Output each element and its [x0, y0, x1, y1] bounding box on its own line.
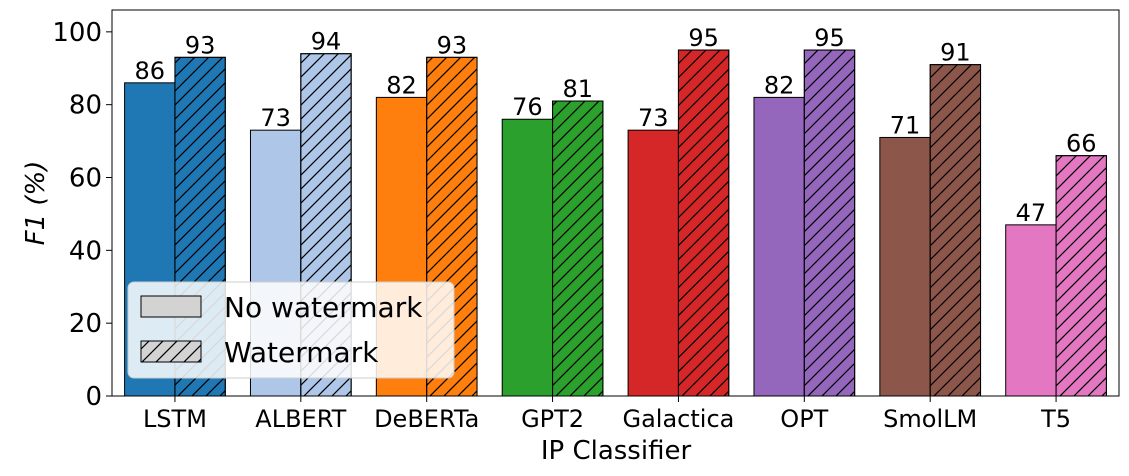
legend: No watermark Watermark: [127, 281, 455, 379]
bar-hatch-t5-watermark: [1055, 155, 1107, 397]
bar-hatch-opt-watermark: [803, 49, 856, 397]
legend-swatch-watermark-hatch: [140, 340, 202, 363]
x-tick-label-gpt2: GPT2: [521, 405, 584, 433]
data-label-deberta-no-watermark: 82: [386, 71, 417, 99]
bar-hatch-galactica-watermark: [677, 49, 730, 397]
x-tick-label-deberta: DeBERTa: [374, 405, 479, 433]
data-label-lstm-no-watermark: 86: [134, 57, 165, 85]
data-label-smollm-watermark: 91: [940, 39, 971, 67]
x-axis-title: IP Classifier: [541, 436, 692, 466]
y-tick-label-40: 40: [69, 236, 102, 266]
y-tick-label-0: 0: [85, 382, 102, 412]
data-label-galactica-watermark: 95: [688, 24, 719, 52]
x-tick-label-lstm: LSTM: [143, 405, 207, 433]
data-label-deberta-watermark: 93: [437, 31, 468, 59]
axes-layer: LSTM ALBERT DeBERTa GPT2 Galactica OPT SmolLM T…: [52, 9, 1120, 433]
data-label-lstm-watermark: 93: [185, 31, 216, 59]
x-tick-label-smollm: SmolLM: [883, 405, 977, 433]
data-labels-layer: 86 93 73 94 82 93 76 81 73 95 82 95 71 91 47 66: [134, 24, 1096, 227]
legend-label-no-watermark: No watermark: [224, 291, 423, 324]
bar-t5-no-watermark: [1005, 224, 1057, 397]
x-tick-label-galactica: Galactica: [623, 405, 735, 433]
data-label-t5-watermark: 66: [1066, 130, 1097, 158]
x-tick-label-albert: ALBERT: [255, 405, 346, 433]
plot-frame: [111, 9, 1120, 397]
data-label-albert-no-watermark: 73: [260, 104, 291, 132]
data-label-t5-no-watermark: 47: [1016, 199, 1047, 227]
data-label-opt-watermark: 95: [814, 24, 845, 52]
y-tick-label-60: 60: [69, 164, 102, 194]
x-tick-label-opt: OPT: [780, 405, 828, 433]
bar-hatch-gpt2-watermark: [552, 100, 604, 397]
legend-label-watermark: Watermark: [224, 336, 379, 369]
y-tick-label-20: 20: [69, 309, 102, 339]
data-label-smollm-no-watermark: 71: [890, 111, 921, 139]
x-tick-label-t5: T5: [1040, 405, 1071, 433]
data-label-gpt2-no-watermark: 76: [512, 93, 543, 121]
bar-galactica-no-watermark: [627, 129, 679, 397]
bar-smollm-no-watermark: [879, 136, 931, 397]
data-label-opt-no-watermark: 82: [764, 71, 795, 99]
legend-box: [127, 281, 455, 379]
y-axis-title: F1 (%): [21, 161, 51, 246]
bar-opt-no-watermark: [753, 96, 805, 397]
data-label-albert-watermark: 94: [311, 28, 342, 56]
legend-swatch-no-watermark: [140, 295, 202, 318]
data-label-galactica-no-watermark: 73: [638, 104, 669, 132]
bar-hatch-smollm-watermark: [929, 64, 982, 397]
y-tick-label-100: 100: [52, 18, 102, 48]
y-tick-label-80: 80: [69, 91, 102, 121]
bar-gpt2-no-watermark: [501, 118, 554, 397]
data-label-gpt2-watermark: 81: [562, 75, 593, 103]
